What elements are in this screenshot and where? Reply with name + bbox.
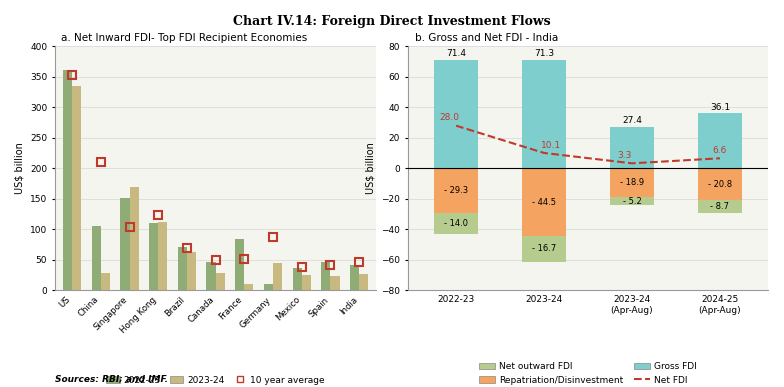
Bar [178, 247, 187, 290]
Bar [321, 262, 330, 290]
Text: - 29.3: - 29.3 [444, 186, 468, 195]
Bar [610, 127, 654, 168]
Text: 6.6: 6.6 [713, 146, 727, 155]
Text: Sources: RBI; and IMF.: Sources: RBI; and IMF. [55, 374, 168, 383]
Bar [216, 272, 225, 290]
Text: - 5.2: - 5.2 [622, 197, 641, 205]
Text: 10.1: 10.1 [541, 141, 561, 150]
Bar [434, 60, 478, 168]
Bar [302, 275, 311, 290]
Bar [149, 223, 158, 290]
Bar [698, 113, 742, 168]
Bar [158, 222, 167, 290]
Bar [350, 265, 359, 290]
Bar [434, 213, 478, 234]
Text: Chart IV.14: Foreign Direct Investment Flows: Chart IV.14: Foreign Direct Investment F… [233, 15, 551, 29]
Bar [273, 264, 282, 290]
Bar [522, 60, 566, 168]
Text: 3.3: 3.3 [618, 151, 632, 160]
Text: 27.4: 27.4 [622, 116, 642, 125]
Bar [263, 284, 273, 290]
Bar [610, 197, 654, 205]
Text: - 44.5: - 44.5 [532, 198, 556, 207]
Text: - 8.7: - 8.7 [710, 202, 729, 211]
Y-axis label: US$ billion: US$ billion [14, 142, 24, 194]
Bar [330, 276, 339, 290]
Text: - 16.7: - 16.7 [532, 244, 556, 253]
Bar [129, 187, 139, 290]
Bar [245, 284, 253, 290]
Bar [120, 198, 129, 290]
Bar [187, 252, 196, 290]
Legend: Net outward FDI, Repatriation/Disinvestment, Gross FDI, Net FDI: Net outward FDI, Repatriation/Disinvestm… [476, 358, 700, 387]
Bar [698, 200, 742, 213]
Text: 36.1: 36.1 [710, 103, 730, 112]
Text: a. Net Inward FDI- Top FDI Recipient Economies: a. Net Inward FDI- Top FDI Recipient Eco… [61, 33, 307, 43]
Text: 71.4: 71.4 [446, 49, 466, 58]
Bar [235, 239, 245, 290]
Bar [610, 168, 654, 197]
Bar [63, 70, 72, 290]
Bar [72, 86, 82, 290]
Bar [434, 168, 478, 213]
Bar [522, 236, 566, 262]
Text: - 18.9: - 18.9 [620, 178, 644, 187]
Text: - 20.8: - 20.8 [708, 180, 732, 189]
Text: 28.0: 28.0 [439, 113, 459, 122]
Bar [206, 262, 216, 290]
Bar [522, 168, 566, 236]
Bar [359, 274, 368, 290]
Bar [698, 168, 742, 200]
Text: 71.3: 71.3 [534, 49, 554, 58]
Text: - 14.0: - 14.0 [444, 219, 468, 228]
Y-axis label: US$ billion: US$ billion [365, 142, 376, 194]
Text: b. Gross and Net FDI - India: b. Gross and Net FDI - India [415, 33, 558, 43]
Legend: 2022-23, 2023-24, 10 year average: 2022-23, 2023-24, 10 year average [103, 372, 328, 387]
Bar [101, 272, 110, 290]
Bar [92, 226, 101, 290]
Bar [292, 268, 302, 290]
